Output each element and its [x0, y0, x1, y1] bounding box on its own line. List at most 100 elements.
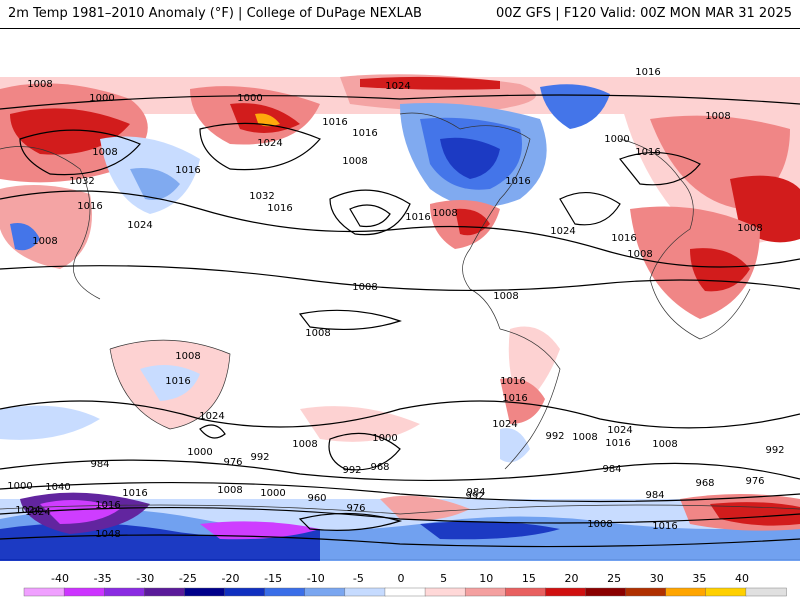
isobar-label: 992 [465, 491, 484, 502]
isobar-label: 1016 [405, 212, 430, 223]
isobar-label: 1016 [605, 438, 630, 449]
isobar-label: 1000 [237, 93, 262, 104]
isobar-label: 1016 [611, 233, 636, 244]
isobar-label: 1000 [7, 481, 32, 492]
legend-swatch [184, 587, 226, 597]
isobar-label: 1008 [432, 208, 457, 219]
isobar-label: 1008 [705, 111, 730, 122]
isobar-label: 1024 [25, 507, 50, 518]
legend-tick-label: 35 [692, 572, 706, 585]
isobar-label: 1008 [32, 236, 57, 247]
isobar-label: 1008 [305, 328, 330, 339]
legend-swatch [545, 587, 587, 597]
isobar-label: 1000 [89, 93, 114, 104]
isobar-label: 1000 [604, 134, 629, 145]
legend-tick-label: -5 [353, 572, 364, 585]
legend-swatch [104, 587, 146, 597]
isobar-label: 1024 [492, 419, 517, 430]
isobar-label: 1008 [342, 156, 367, 167]
isobar-label: 976 [745, 476, 764, 487]
map-canvas: 1016100810001024100010081016101610241016… [0, 67, 800, 561]
legend-tick-label: 0 [398, 572, 405, 585]
legend-tick-label: 20 [565, 572, 579, 585]
legend-tick-label: 5 [440, 572, 447, 585]
legend-tick-label: 30 [650, 572, 664, 585]
isobar-label: 1016 [352, 128, 377, 139]
isobar-label: 1016 [122, 488, 147, 499]
isobar-label: 1008 [737, 223, 762, 234]
isobar-label: 1008 [572, 432, 597, 443]
legend-swatch [224, 587, 266, 597]
legend-tick-label: -10 [307, 572, 325, 585]
isobar-label: 1024 [15, 505, 40, 516]
isobar-label: 1024 [127, 220, 152, 231]
legend-tick-label: -30 [136, 572, 154, 585]
legend-tick-label: 40 [735, 572, 749, 585]
isobar-label: 1016 [652, 521, 677, 532]
legend-swatch [745, 587, 787, 597]
legend-swatch [264, 587, 306, 597]
legend-swatch [665, 587, 707, 597]
isobar-label: 1024 [550, 226, 575, 237]
isobar-label: 984 [466, 487, 485, 498]
legend-tick-label: -35 [94, 572, 112, 585]
coastlines [0, 112, 800, 515]
isobar-label: 976 [223, 457, 242, 468]
legend-tick-label: -25 [179, 572, 197, 585]
temperature-anomaly-legend: -40 -35 -30 -25 -20 -15 -10 -5 0 5 10 15 20 25 30 35 40 [0, 566, 800, 600]
isobar-label: 1016 [165, 376, 190, 387]
legend-swatch [505, 587, 547, 597]
isobar-label: 992 [545, 431, 564, 442]
isobar-label: 1008 [92, 147, 117, 158]
isobar-label: 1024 [385, 81, 410, 92]
model-run-label: 00Z GFS | F120 Valid: 00Z MON MAR 31 202… [496, 6, 792, 21]
isobar-label: 1000 [260, 488, 285, 499]
legend-swatch [304, 587, 346, 597]
legend-swatch [464, 587, 506, 597]
weather-map[interactable]: 1016 1008 1000 1024 1000 1008 1016 1016 1024 1016… [0, 28, 800, 561]
isobar-label: 1016 [77, 201, 102, 212]
isobar-label: 1008 [587, 519, 612, 530]
isobar-label: 1016 [322, 117, 347, 128]
isobar-label: 1008 [292, 439, 317, 450]
legend-tick-label: -40 [51, 572, 69, 585]
legend-tick-label: 10 [479, 572, 493, 585]
isobar-labels: 1016100810001024100010081016101610241016… [7, 67, 784, 540]
isobar-label: 1024 [199, 411, 224, 422]
legend-swatch [144, 587, 186, 597]
legend-swatch [63, 587, 105, 597]
legend-swatch [424, 587, 466, 597]
anomaly-shading [0, 74, 800, 561]
isobar-label: 1008 [652, 439, 677, 450]
isobar-label: 968 [370, 462, 389, 473]
isobar-label: 984 [602, 464, 621, 475]
isobar-label: 1008 [175, 351, 200, 362]
isobar-label: 1016 [500, 376, 525, 387]
legend-swatch [585, 587, 627, 597]
legend-swatch [344, 587, 386, 597]
isobar-label: 1008 [27, 79, 52, 90]
isobar-label: 1000 [187, 447, 212, 458]
isobar-label: 1008 [627, 249, 652, 260]
isobar-label: 1032 [69, 176, 94, 187]
isobar-label: 1048 [95, 529, 120, 540]
legend-tick-label: 15 [522, 572, 536, 585]
isobar-label: 1016 [505, 176, 530, 187]
legend-swatch [384, 587, 426, 597]
map-title: 2m Temp 1981–2010 Anomaly (°F) | College… [8, 6, 422, 21]
legend-tick-label: -15 [264, 572, 282, 585]
legend-tick-label: -20 [222, 572, 240, 585]
isobar-label: 1016 [635, 67, 660, 78]
isobar-label: 1016 [267, 203, 292, 214]
isobar-label: 1016 [502, 393, 527, 404]
isobar-label: 1032 [249, 191, 274, 202]
isobar-label: 1016 [175, 165, 200, 176]
isobar-label: 1008 [217, 485, 242, 496]
isobar-label: 984 [90, 459, 109, 470]
isobars [0, 94, 800, 548]
isobar-label: 1040 [45, 482, 70, 493]
isobar-label: 976 [346, 503, 365, 514]
legend-colorbar: -40 -35 -30 -25 -20 -15 -10 -5 0 5 10 15 20 25 30 35 40 [23, 572, 787, 597]
legend-swatch [625, 587, 667, 597]
isobar-label: 968 [695, 478, 714, 489]
